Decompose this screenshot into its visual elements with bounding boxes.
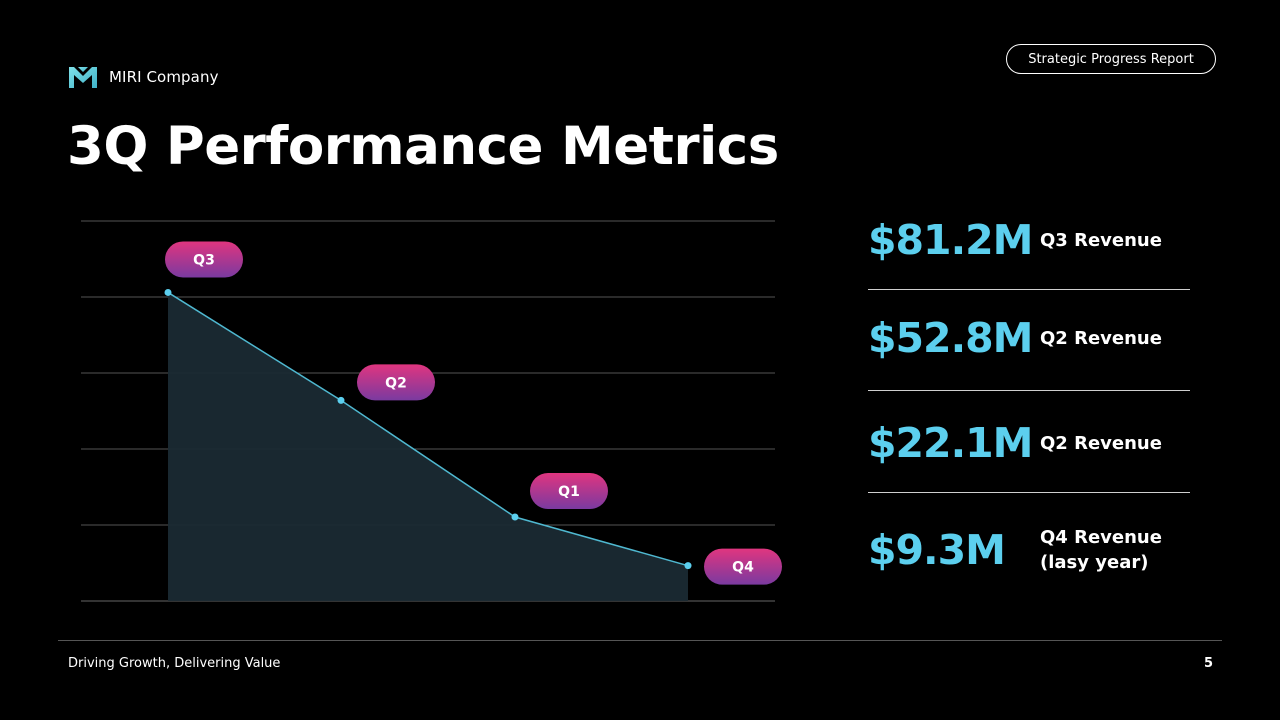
report-badge: Strategic Progress Report xyxy=(1006,44,1216,74)
data-label-text: Q1 xyxy=(558,484,580,500)
page-number: 5 xyxy=(1204,656,1214,671)
stat-row: $52.8M Q2 Revenue xyxy=(868,314,1190,362)
stat-divider xyxy=(868,390,1190,391)
data-label: Q1 xyxy=(530,473,608,510)
stat-label: Q4 Revenue (lasy year) xyxy=(1040,527,1162,573)
data-label-pill xyxy=(357,364,435,401)
m-logo-icon xyxy=(69,67,97,88)
stat-value: $9.3M xyxy=(868,526,1006,574)
company-logo: MIRI Company xyxy=(67,64,219,90)
series-line xyxy=(167,291,689,567)
data-label-text: Q2 xyxy=(385,375,407,391)
footer-divider xyxy=(58,640,1222,641)
stat-row: $81.2M Q3 Revenue xyxy=(868,216,1190,264)
company-name: MIRI Company xyxy=(109,68,219,86)
revenue-area-chart: Q3 Q2 Q1 Q4 xyxy=(81,220,782,602)
data-point xyxy=(684,562,692,570)
stat-divider xyxy=(868,492,1190,493)
page-title: 3Q Performance Metrics xyxy=(67,116,779,177)
data-label: Q3 xyxy=(165,241,243,278)
stat-value: $81.2M xyxy=(868,216,1034,264)
data-label: Q2 xyxy=(357,364,435,401)
stat-value: $52.8M xyxy=(868,314,1034,362)
data-point xyxy=(337,396,345,404)
data-label-pill xyxy=(704,548,782,585)
data-point xyxy=(511,513,519,521)
data-label-pill xyxy=(165,241,243,278)
area-fill xyxy=(168,292,688,601)
footer-tagline: Driving Growth, Delivering Value xyxy=(68,656,281,671)
stat-row: $9.3M Q4 Revenue (lasy year) xyxy=(868,523,1190,577)
stat-row: $22.1M Q2 Revenue xyxy=(868,419,1190,467)
data-label-pill xyxy=(530,473,608,510)
data-label-text: Q4 xyxy=(732,560,754,576)
stat-label: Q3 Revenue xyxy=(1040,229,1162,251)
data-label-text: Q3 xyxy=(193,252,215,268)
stat-value: $22.1M xyxy=(868,419,1034,467)
stat-divider xyxy=(868,289,1190,290)
stat-label: Q2 Revenue xyxy=(1040,432,1162,454)
data-label: Q4 xyxy=(704,548,782,585)
data-point xyxy=(164,288,172,296)
stat-label: Q2 Revenue xyxy=(1040,327,1162,349)
